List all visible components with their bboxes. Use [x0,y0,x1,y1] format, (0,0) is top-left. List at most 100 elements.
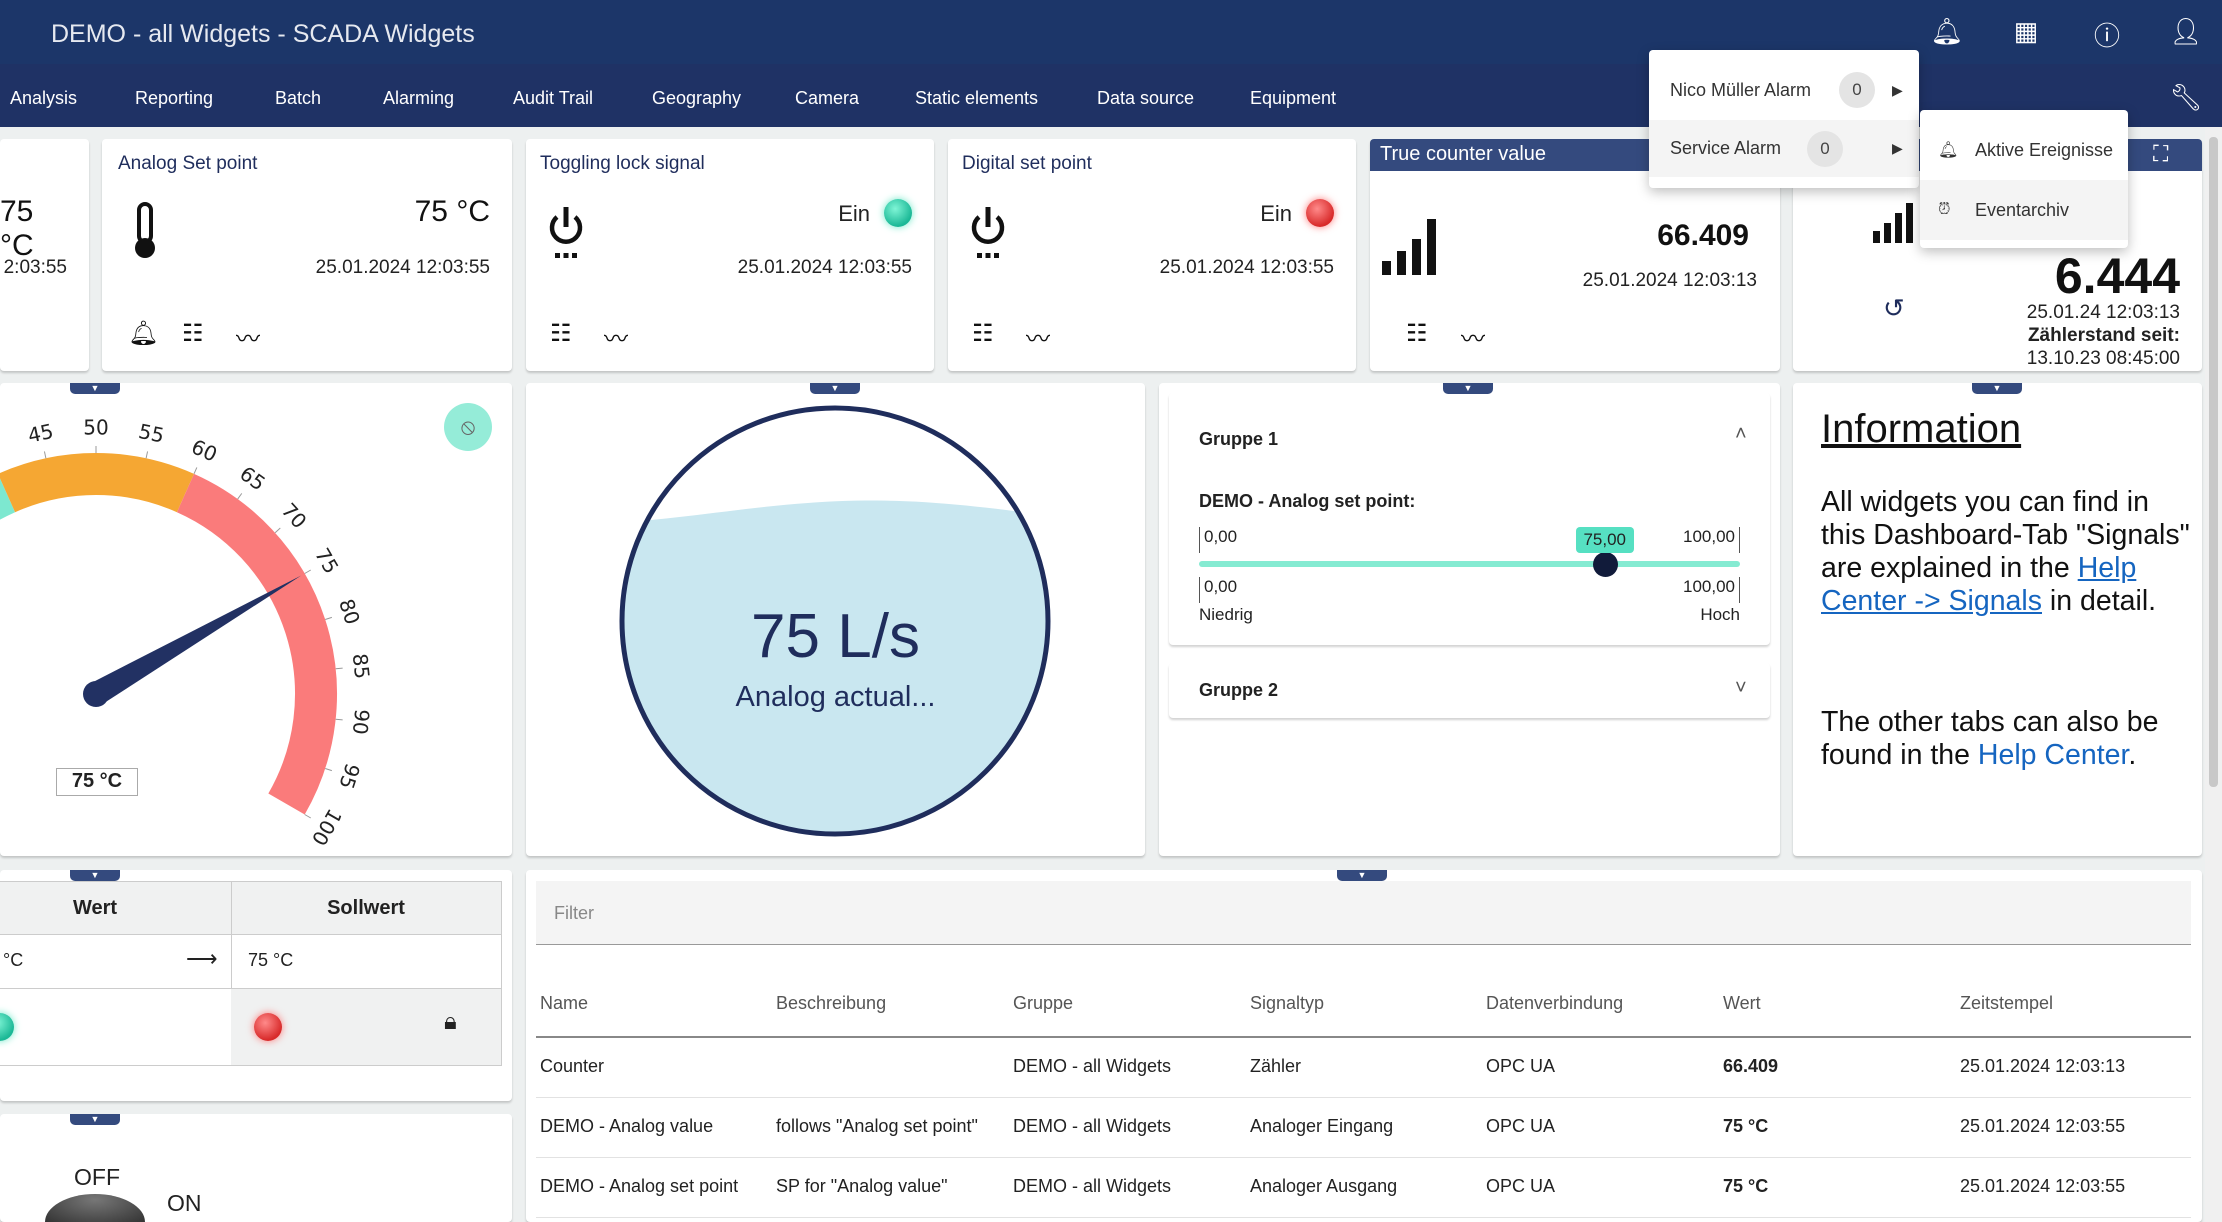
switch-knob[interactable] [45,1194,145,1222]
collapse-toggle[interactable]: ▼ [1443,383,1493,394]
trend-chart-icon[interactable]: 〰 [236,319,260,354]
gauge-tick [275,528,280,533]
gauge-tick [146,451,147,458]
chevron-up-icon[interactable]: ˄ [1735,423,1747,446]
slider-thumb[interactable] [1593,552,1618,577]
nav-item[interactable]: Audit Trail [513,88,593,109]
help-center-link[interactable]: Help Center [1978,739,2129,771]
nav-item[interactable]: Data source [1097,88,1194,109]
counter-value: 6.444 [2055,251,2180,301]
value: 75 °C [0,195,67,263]
connection-status-icon[interactable]: ⦸ [444,403,492,451]
scrollbar-thumb[interactable] [2209,137,2218,787]
fullscreen-icon[interactable]: ⛶ [2153,141,2168,167]
trend-chart-icon[interactable]: 〰 [1026,319,1050,354]
timestamp: 25.01.2024 12:03:55 [316,257,490,279]
gauge-tick [325,768,332,770]
wrench-icon[interactable]: 🔧︎ [2169,82,2203,113]
gauge-tick-label: 100 [307,805,347,850]
slider-min: 0,00 [1199,527,1237,553]
menu-item-service-alarm[interactable]: Service Alarm 0 ▶ [1649,120,1919,177]
gauge-tick [194,467,197,473]
text: . [2128,739,2136,771]
collapse-toggle[interactable]: ▼ [70,870,120,881]
group1-title[interactable]: Gruppe 1 [1199,429,1278,450]
value: 75 °C [415,195,490,229]
menu-item-event-archive[interactable]: ⏰︎ Eventarchiv [1920,180,2128,240]
collapse-toggle[interactable]: ▼ [810,383,860,394]
info-icon[interactable]: ⓘ [2090,16,2124,53]
gauge-tick [238,493,242,499]
nav-item[interactable]: Alarming [383,88,454,109]
power-icon [546,205,586,266]
user-icon[interactable]: 👤︎ [2169,16,2203,47]
toggling-lock-card[interactable]: Toggling lock signal Ein 25.01.2024 12:0… [526,139,934,371]
sollwert-value: 75 °C [248,950,293,971]
history-icon[interactable]: ↺ [1883,293,1905,324]
low-label: Niedrig [1199,605,1253,625]
collapse-toggle[interactable]: ▼ [70,383,120,394]
table-cell: OPC UA [1486,1056,1555,1077]
slider-max: 100,00 [1683,527,1740,553]
group2-panel[interactable]: Gruppe 2 ˅ [1169,663,1770,718]
gauge-tick-label: 45 [26,419,56,448]
scrollbar[interactable] [2205,127,2222,1222]
nav-item[interactable]: Equipment [1250,88,1336,109]
high-label: Hoch [1700,605,1740,625]
column-header[interactable]: Zeitstempel [1960,993,2053,1014]
gauge-tick-label: 70 [277,498,312,533]
column-header[interactable]: Name [540,993,588,1014]
analog-setpoint-card[interactable]: Analog Set point 75 °C 25.01.2024 12:03:… [102,139,512,371]
digital-setpoint-card[interactable]: Digital set point Ein 25.01.2024 12:03:5… [948,139,1356,371]
column-header[interactable]: Gruppe [1013,993,1073,1014]
nav-item[interactable]: Reporting [135,88,213,109]
slider-track[interactable] [1199,561,1740,567]
column-header[interactable]: Beschreibung [776,993,886,1014]
list-icon[interactable]: ☷ [182,319,204,348]
chevron-down-icon[interactable]: ˅ [1735,677,1747,700]
collapse-toggle[interactable]: ▼ [1972,383,2022,394]
groups-card: Gruppe 1 ˄ DEMO - Analog set point: 0,00… [1159,383,1780,856]
alarm-bell-icon[interactable]: 🔔︎ [128,319,158,348]
tank-label: Analog actual... [526,681,1145,714]
bell-icon[interactable]: 🔔︎ [1930,16,1964,47]
tank-value: 75 L/s [526,601,1145,672]
group1-panel: Gruppe 1 ˄ DEMO - Analog set point: 0,00… [1169,393,1770,645]
list-icon[interactable]: ☷ [972,319,994,348]
filter-input[interactable]: Filter [536,881,2191,945]
count-badge: 0 [1807,131,1843,167]
nav-item[interactable]: Static elements [915,88,1038,109]
nav-item[interactable]: Geography [652,88,741,109]
collapse-toggle[interactable]: ▼ [1337,870,1387,881]
trend-chart-icon[interactable]: 〰 [1461,319,1485,354]
gauge-tick-label: 60 [188,434,221,466]
nav-item[interactable]: Analysis [10,88,77,109]
status-lamp-red [254,1013,282,1041]
timestamp: 25.01.2024 12:03:55 [1160,257,1334,279]
column-header[interactable]: Datenverbindung [1486,993,1623,1014]
apps-grid-icon[interactable]: ▦ [2009,16,2043,47]
group2-title[interactable]: Gruppe 2 [1199,680,1278,701]
menu-item-active-events[interactable]: 🔔︎ Aktive Ereignisse [1920,120,2128,180]
bell-icon: 🔔︎ [1938,140,1958,160]
thermometer-icon [132,201,158,266]
menu-item-nico-mueller-alarm[interactable]: Nico Müller Alarm 0 ▶ [1649,64,1919,116]
nav-item[interactable]: Batch [275,88,321,109]
column-header[interactable]: Signaltyp [1250,993,1324,1014]
nav-item[interactable]: Camera [795,88,859,109]
table-cell: follows "Analog set point" [776,1116,978,1137]
list-icon[interactable]: ☷ [550,319,572,348]
tank-card: 75 L/s Analog actual... [526,383,1145,856]
timestamp: 25.01.2024 12:03:13 [1583,270,1757,292]
counter-value: 66.409 [1657,219,1749,253]
gauge-tick-label: 80 [334,596,365,628]
column-header[interactable]: Wert [1723,993,1761,1014]
lock-icon[interactable]: 🔒︎ [444,1008,457,1036]
collapse-toggle[interactable]: ▼ [70,1114,120,1125]
caret-right-icon: ▶ [1892,82,1903,99]
card-title: True counter value [1380,143,1546,166]
gauge-card: 404550556065707580859095100 ⦸ 75 °C [0,383,512,856]
list-icon[interactable]: ☷ [1406,319,1428,348]
off-label: OFF [74,1164,120,1190]
trend-chart-icon[interactable]: 〰 [604,319,628,354]
